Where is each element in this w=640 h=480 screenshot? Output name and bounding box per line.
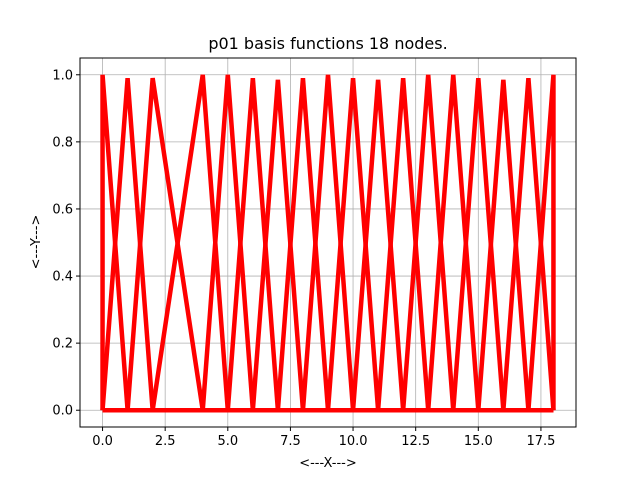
x-axis-label: <---X--->: [299, 456, 357, 471]
x-tick-label: 2.5: [155, 434, 176, 449]
x-tick-label: 12.5: [401, 434, 430, 449]
x-tick-label: 0.0: [92, 434, 113, 449]
y-axis-label: <---Y--->: [29, 215, 44, 270]
y-tick-label: 0.0: [52, 404, 73, 419]
x-tick-label: 15.0: [464, 434, 493, 449]
series-group: [100, 74, 556, 413]
x-tick-label: 7.5: [280, 434, 301, 449]
x-tick-label: 17.5: [526, 434, 555, 449]
y-ticks: 0.0 0.2 0.4 0.6 0.8 1.0: [52, 68, 80, 419]
plot-frame: [79, 57, 577, 428]
basis-function-line-18: [102, 74, 556, 413]
y-tick-label: 1.0: [52, 68, 73, 83]
y-tick-label: 0.2: [52, 337, 73, 352]
x-ticks: 0.0 2.5 5.0 7.5 10.0 12.5 15.0 17.5: [92, 427, 555, 449]
y-tick-label: 0.8: [52, 135, 73, 150]
chart-title: p01 basis functions 18 nodes.: [208, 34, 447, 53]
x-tick-label: 5.0: [217, 434, 238, 449]
y-tick-label: 0.6: [52, 202, 73, 217]
x-tick-label: 10.0: [339, 434, 368, 449]
y-tick-label: 0.4: [52, 270, 73, 285]
